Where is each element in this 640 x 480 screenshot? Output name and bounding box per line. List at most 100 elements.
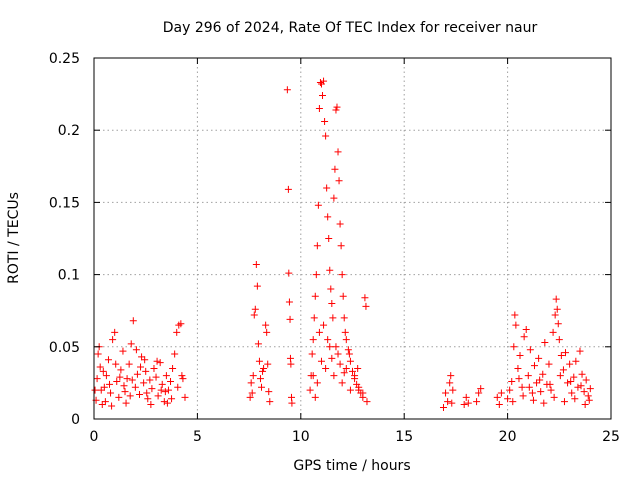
data-point	[249, 372, 257, 380]
data-point	[341, 328, 349, 336]
data-point	[509, 398, 517, 406]
data-point	[518, 383, 526, 391]
data-point	[102, 372, 110, 380]
data-point	[528, 389, 536, 397]
data-point	[547, 386, 555, 394]
data-point	[306, 386, 314, 394]
data-point	[572, 357, 580, 365]
data-point	[98, 401, 106, 409]
data-point	[317, 357, 325, 365]
data-point	[332, 343, 340, 351]
data-point	[251, 305, 259, 313]
data-point	[349, 367, 356, 375]
data-point	[137, 363, 145, 371]
data-point	[515, 375, 523, 383]
data-point	[363, 398, 371, 406]
data-point	[179, 375, 187, 383]
data-point	[325, 235, 333, 242]
data-point	[559, 366, 567, 374]
data-point	[142, 367, 150, 375]
data-point	[311, 292, 319, 300]
data-point	[576, 347, 584, 355]
data-point	[578, 370, 586, 378]
data-point	[519, 392, 527, 400]
data-point	[141, 356, 149, 364]
x-tick-label: 10	[292, 429, 310, 445]
data-point	[116, 373, 124, 381]
data-point	[324, 336, 332, 344]
data-point	[334, 148, 342, 156]
data-point	[247, 379, 255, 387]
data-point	[335, 177, 343, 185]
data-point	[330, 372, 338, 380]
data-point	[260, 364, 268, 372]
data-point	[585, 396, 593, 404]
data-point	[265, 388, 273, 396]
data-point	[552, 295, 560, 303]
data-point	[177, 320, 185, 328]
y-tick-label: 0	[71, 412, 80, 428]
data-point	[338, 271, 346, 279]
x-tick-labels: 0 5 10 15 20 25	[90, 429, 620, 445]
data-point	[362, 302, 370, 310]
data-point	[447, 372, 455, 380]
data-point	[539, 370, 547, 378]
data-point	[97, 386, 105, 394]
y-axis-label: ROTI / TECUs	[6, 192, 22, 284]
data-point	[248, 389, 256, 397]
data-point	[113, 377, 121, 385]
data-point	[566, 360, 574, 368]
data-point	[174, 383, 182, 391]
data-point	[574, 383, 582, 391]
data-point	[337, 242, 345, 250]
x-tick-label: 20	[499, 429, 517, 445]
data-point	[535, 354, 543, 362]
data-point	[493, 393, 501, 401]
data-point	[495, 401, 503, 409]
data-point	[263, 328, 271, 336]
data-point	[444, 398, 452, 406]
data-point	[580, 388, 588, 396]
data-point	[147, 401, 155, 409]
data-point	[283, 86, 291, 94]
data-point	[537, 388, 545, 396]
data-point	[512, 321, 520, 329]
data-point	[135, 390, 143, 398]
data-point	[359, 389, 367, 397]
data-point	[163, 399, 171, 407]
data-point	[475, 389, 483, 397]
data-point	[154, 392, 162, 400]
data-point	[150, 364, 158, 372]
data-point	[320, 321, 328, 329]
data-point	[259, 367, 267, 375]
data-point	[560, 398, 568, 406]
data-point	[508, 377, 516, 385]
data-point	[143, 389, 151, 397]
data-point	[326, 266, 334, 274]
data-point	[323, 184, 331, 192]
data-point	[340, 314, 348, 322]
data-point	[160, 398, 168, 406]
data-point	[530, 362, 538, 370]
data-point	[586, 385, 594, 393]
data-point	[246, 393, 254, 401]
data-point	[556, 372, 564, 380]
data-point	[122, 399, 130, 407]
data-point	[473, 398, 481, 406]
data-point	[167, 377, 175, 385]
data-point	[125, 360, 133, 368]
data-point	[168, 395, 176, 403]
data-point	[582, 376, 590, 384]
data-point	[568, 389, 576, 397]
chart-title: Day 296 of 2024, Rate Of TEC Index for r…	[163, 20, 538, 36]
data-point	[462, 393, 470, 401]
data-point	[564, 379, 572, 387]
data-point	[339, 292, 347, 300]
data-point	[355, 383, 363, 391]
data-point	[140, 379, 148, 387]
data-point	[338, 379, 346, 387]
data-point	[148, 385, 156, 393]
data-point	[361, 294, 369, 302]
data-point	[520, 333, 528, 341]
